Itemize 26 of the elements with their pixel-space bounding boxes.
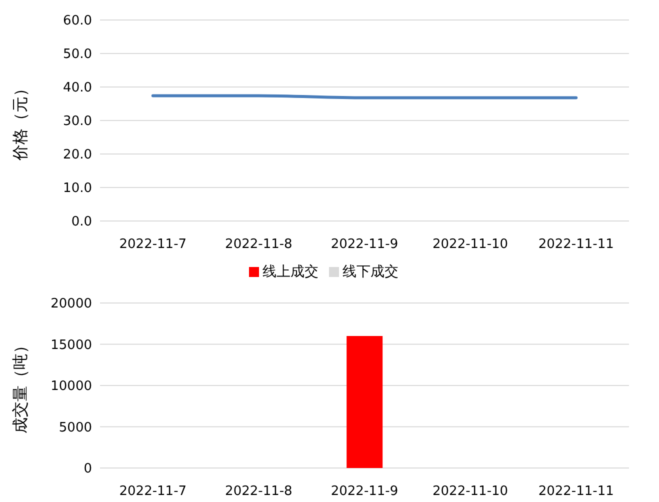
y-tick-label: 10.0 <box>63 181 92 196</box>
y-tick-label: 40.0 <box>63 80 92 96</box>
y-axis-title: 成交量（吨） <box>10 338 30 434</box>
x-tick-label: 2022-11-7 <box>119 484 187 500</box>
x-tick-label: 2022-11-8 <box>225 484 292 500</box>
legend-label: 线上成交 <box>262 264 318 280</box>
y-tick-label: 50.0 <box>63 47 92 62</box>
x-tick-label: 2022-11-9 <box>330 484 398 500</box>
legend-label: 线下成交 <box>342 264 398 280</box>
x-tick-label: 2022-11-10 <box>432 484 508 500</box>
y-tick-label: 10000 <box>50 379 92 394</box>
x-tick-label: 2022-11-9 <box>330 237 398 252</box>
y-tick-label: 0 <box>84 462 92 477</box>
y-tick-label: 5000 <box>58 420 92 436</box>
y-axis-title: 价格（元） <box>10 80 30 162</box>
y-tick-label: 20.0 <box>63 148 92 163</box>
y-tick-label: 20000 <box>50 296 92 312</box>
y-tick-label: 60.0 <box>63 14 92 29</box>
y-tick-label: 15000 <box>50 338 92 353</box>
y-tick-label: 0.0 <box>71 214 92 230</box>
x-tick-label: 2022-11-10 <box>432 237 508 252</box>
y-tick-label: 30.0 <box>63 114 92 130</box>
x-tick-label: 2022-11-7 <box>119 237 187 252</box>
x-tick-label: 2022-11-11 <box>538 484 614 500</box>
x-tick-label: 2022-11-8 <box>225 237 292 252</box>
x-tick-label: 2022-11-11 <box>538 237 614 252</box>
